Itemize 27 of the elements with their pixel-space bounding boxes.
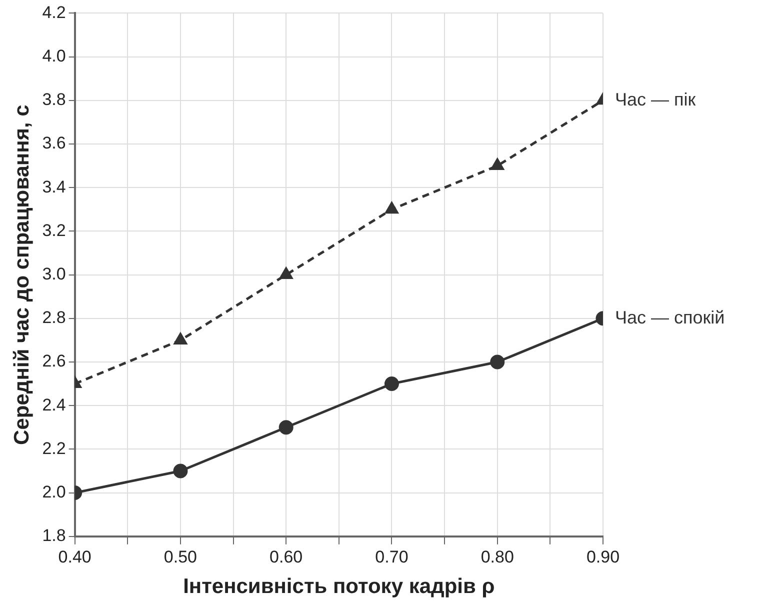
y-tick-label: 3.2 [42, 220, 66, 240]
y-tick-label: 2.8 [42, 308, 66, 328]
x-tick-label: 0.80 [480, 547, 514, 566]
point [280, 268, 293, 280]
y-tick-label: 3.0 [42, 264, 66, 284]
point [384, 376, 399, 392]
y-tick-label: 2.2 [42, 438, 66, 458]
y-tick-label: 3.6 [42, 134, 66, 153]
y-tick-label: 2.0 [42, 482, 66, 502]
y-axis-title: Середній час до спрацювання, с [10, 104, 34, 445]
y-tick-label: 2.4 [42, 395, 66, 414]
x-tick-label: 0.60 [270, 547, 303, 566]
series-label: Час — пік [615, 89, 696, 110]
x-tick-label: 0.40 [58, 547, 92, 566]
y-tick-label: 3.8 [42, 90, 66, 110]
y-tick-label: 4.0 [42, 46, 66, 66]
y-tick-label: 1.8 [42, 526, 66, 546]
y-tick-label: 4.2 [42, 2, 66, 22]
x-tick-label: 0.90 [586, 547, 620, 566]
y-tick-label: 3.4 [42, 177, 66, 196]
x-tick-label: 0.50 [164, 547, 198, 566]
point [278, 420, 294, 435]
point [385, 202, 398, 214]
x-tick-label: 0.70 [375, 547, 408, 566]
y-tick-label: 2.6 [42, 352, 66, 371]
x-axis-title: Інтенсивність потоку кадрів ρ [183, 575, 495, 598]
series-label: Час — спокій [615, 307, 725, 328]
